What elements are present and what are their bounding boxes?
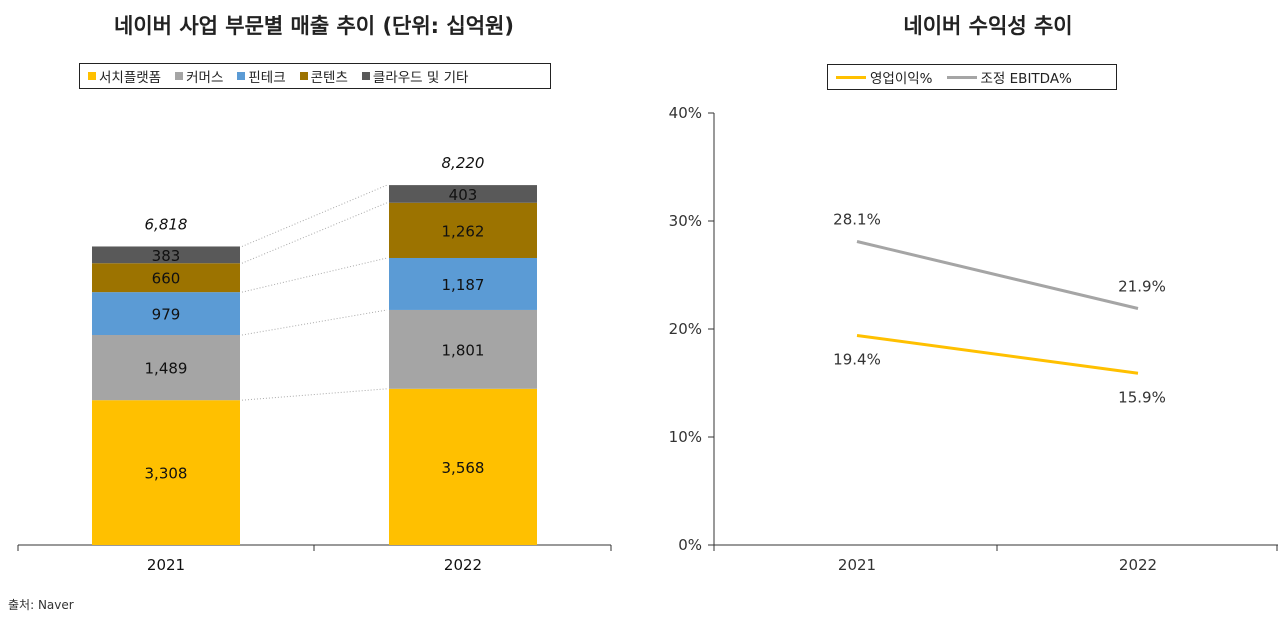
bar-value-label: 1,187 bbox=[442, 276, 485, 294]
legend-line-swatch bbox=[946, 75, 977, 79]
bar-segment bbox=[389, 257, 537, 310]
series-line bbox=[856, 333, 1139, 375]
bar-total-label: 8,220 bbox=[442, 154, 485, 172]
data-label: 21.9% bbox=[1118, 277, 1166, 295]
legend-item: 조정 EBITDA% bbox=[946, 67, 1072, 87]
legend-swatch bbox=[175, 72, 184, 80]
y-tick-label: 30% bbox=[669, 212, 702, 230]
bar-segment bbox=[92, 263, 240, 293]
bar-segment bbox=[92, 292, 240, 335]
x-tick-label: 2021 bbox=[838, 556, 876, 574]
y-tick-label: 40% bbox=[669, 104, 702, 122]
bar-segment bbox=[389, 202, 537, 258]
bar-total-label: 6,818 bbox=[145, 215, 188, 233]
data-label: 15.9% bbox=[1118, 388, 1166, 406]
connector-line bbox=[241, 184, 388, 247]
legend-item: 핀테크 bbox=[237, 66, 286, 86]
bar-value-label: 383 bbox=[152, 247, 181, 265]
x-tick-label: 2022 bbox=[444, 556, 482, 574]
legend-label: 조정 EBITDA% bbox=[980, 71, 1072, 87]
bar-value-label: 3,308 bbox=[145, 465, 188, 483]
y-tick-label: 20% bbox=[669, 320, 702, 338]
y-tick-label: 0% bbox=[678, 536, 702, 554]
legend-item: 콘텐츠 bbox=[299, 66, 348, 86]
bar-value-label: 1,801 bbox=[442, 341, 485, 359]
legend-swatch bbox=[88, 72, 96, 80]
x-tick-label: 2022 bbox=[1119, 556, 1157, 574]
bar-segment bbox=[92, 246, 240, 264]
series-line bbox=[856, 240, 1139, 310]
data-label: 19.4% bbox=[833, 350, 881, 368]
legend-label: 핀테크 bbox=[248, 70, 286, 86]
legend-label: 커머스 bbox=[186, 70, 224, 86]
legend-item: 커머스 bbox=[175, 66, 223, 86]
bar-segment bbox=[389, 185, 537, 203]
connector-line bbox=[241, 388, 388, 401]
legend-item: 영업이익% bbox=[836, 67, 933, 87]
bar-segment bbox=[389, 309, 537, 389]
legend-item: 클라우드 및 기타 bbox=[361, 66, 469, 86]
connector-line bbox=[241, 257, 388, 293]
bar-value-label: 1,262 bbox=[442, 222, 485, 240]
source-note: 출처: Naver bbox=[8, 598, 74, 612]
bar-value-label: 1,489 bbox=[145, 360, 188, 378]
bar-value-label: 979 bbox=[152, 306, 181, 324]
bar-value-label: 403 bbox=[449, 186, 478, 204]
bar-value-label: 3,568 bbox=[442, 459, 485, 477]
y-tick-label: 10% bbox=[669, 428, 702, 446]
connector-line bbox=[241, 309, 388, 336]
legend-label: 클라우드 및 기타 bbox=[372, 70, 469, 86]
legend-label: 서치플랫폼 bbox=[99, 70, 162, 86]
chart1-title: 네이버 사업 부문별 매출 추이 (단위: 십억원) bbox=[114, 14, 514, 38]
legend-swatch bbox=[299, 72, 308, 80]
bar-segment bbox=[92, 400, 240, 545]
chart2-legend: 영업이익% 조정 EBITDA% bbox=[827, 64, 1117, 90]
data-label: 28.1% bbox=[833, 211, 881, 229]
chart2-title: 네이버 수익성 추이 bbox=[903, 14, 1073, 38]
legend-item: 서치플랫폼 bbox=[88, 66, 161, 86]
x-tick-label: 2021 bbox=[147, 556, 185, 574]
bar-segment bbox=[389, 388, 537, 545]
bar-value-label: 660 bbox=[152, 270, 181, 288]
chart1-legend: 서치플랫폼 커머스 핀테크 콘텐츠 클라우드 및 기타 bbox=[79, 63, 551, 89]
bar-segment bbox=[92, 334, 240, 401]
legend-line-swatch bbox=[836, 75, 866, 79]
connector-line bbox=[241, 202, 388, 264]
legend-label: 콘텐츠 bbox=[310, 70, 348, 86]
legend-label: 영업이익% bbox=[870, 71, 933, 87]
legend-swatch bbox=[237, 72, 246, 80]
legend-swatch bbox=[361, 72, 370, 80]
